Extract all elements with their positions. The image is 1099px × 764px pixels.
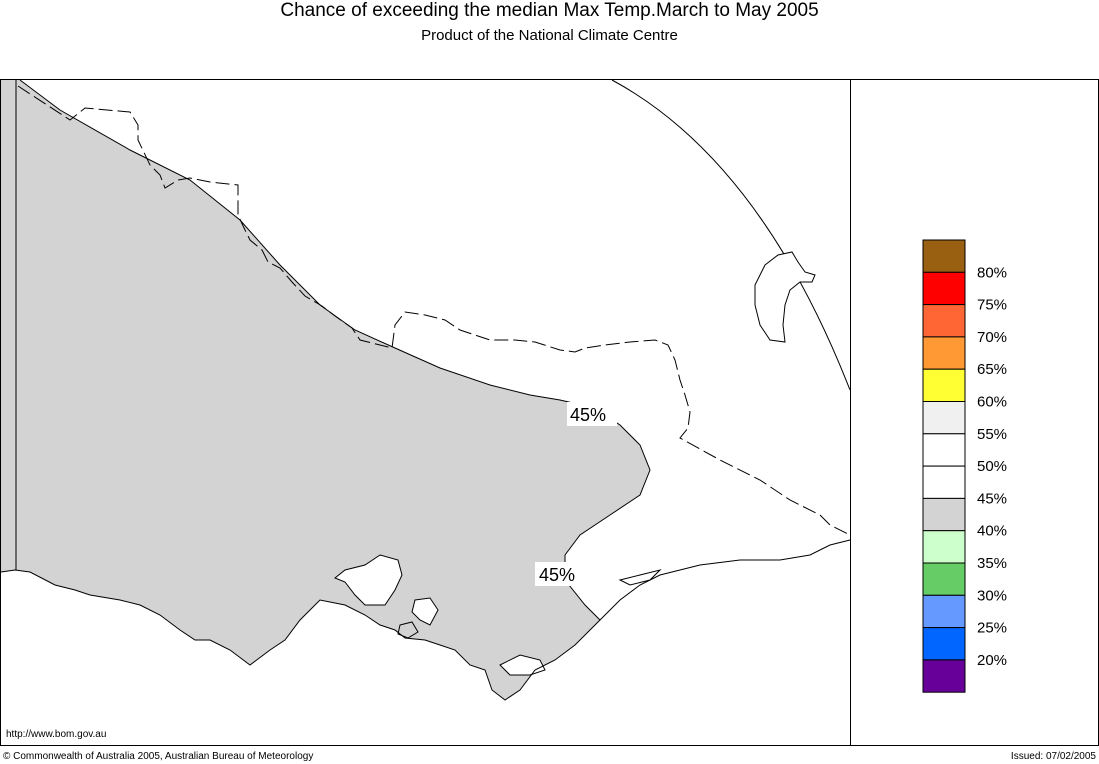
- gippsland-lakes: [618, 569, 662, 586]
- legend-swatch: [922, 336, 966, 370]
- port-phillip-bay: [334, 554, 403, 606]
- legend-swatch: [922, 401, 966, 435]
- legend-label: 55%: [977, 426, 1007, 443]
- region-label-2: 45%: [539, 565, 575, 585]
- legend-swatch: [922, 530, 966, 564]
- label-bg-2: [535, 562, 585, 586]
- legend-label: 45%: [977, 490, 1007, 507]
- legend-swatch: [922, 239, 966, 273]
- source-url: http://www.bom.gov.au: [6, 729, 107, 740]
- legend: 80% 75% 70% 65% 60% 55% 50% 45% 40% 35% 30% 25% 20%: [922, 239, 1007, 693]
- contour-45: [19, 79, 651, 621]
- phillip-island-bay: [499, 654, 546, 676]
- legend-swatch: [922, 562, 966, 596]
- legend-label: 65%: [977, 361, 1007, 378]
- legend-label: 40%: [977, 523, 1007, 540]
- legend-label: 80%: [977, 264, 1007, 281]
- region-label-1: 45%: [570, 405, 606, 425]
- map-subtitle: Product of the National Climate Centre: [421, 27, 678, 44]
- western-port: [411, 597, 439, 626]
- legend-label: 30%: [977, 587, 1007, 604]
- legend-swatch: [922, 433, 966, 467]
- legend-swatch: [922, 497, 966, 532]
- label-bg-1: [567, 402, 617, 426]
- coastline: [0, 539, 851, 701]
- legend-swatch: [922, 659, 966, 693]
- copyright-text: © Commonwealth of Australia 2005, Austra…: [3, 751, 314, 762]
- legend-label: 75%: [977, 297, 1007, 314]
- legend-swatch: [922, 594, 966, 629]
- legend-label: 25%: [977, 620, 1007, 637]
- legend-swatch: [922, 304, 966, 338]
- legend-swatch: [922, 465, 966, 499]
- legend-swatch: [922, 627, 966, 661]
- issued-date: Issued: 07/02/2005: [1010, 751, 1096, 762]
- region-below-45: [1, 80, 650, 700]
- legend-swatch: [922, 368, 966, 403]
- legend-swatch: [922, 271, 966, 306]
- state-border: [17, 85, 851, 536]
- map-panel: 45% 45%: [0, 79, 851, 701]
- map-title: Chance of exceeding the median Max Temp.…: [280, 0, 819, 21]
- arc-line: [611, 79, 851, 391]
- legend-label: 20%: [977, 652, 1007, 669]
- legend-label: 70%: [977, 329, 1007, 346]
- island: [754, 251, 816, 343]
- legend-label: 50%: [977, 458, 1007, 475]
- legend-label: 60%: [977, 394, 1007, 411]
- legend-label: 35%: [977, 555, 1007, 572]
